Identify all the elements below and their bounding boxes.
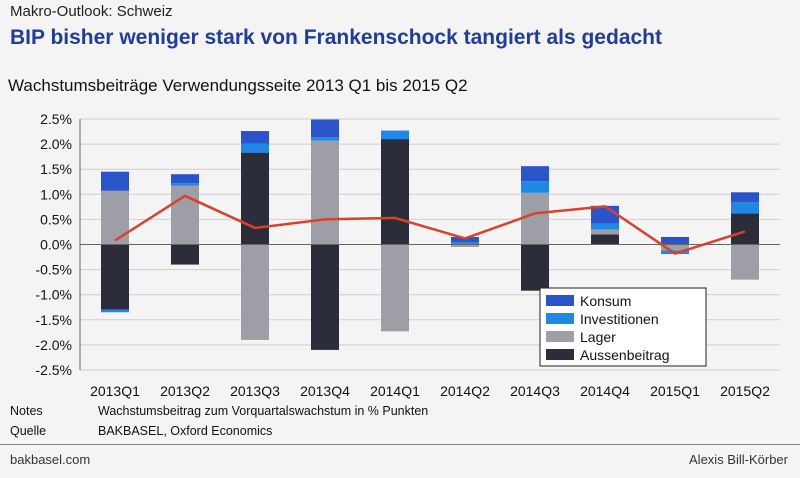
bar-segment-investitionen: [241, 143, 269, 153]
bar-segment-aussenbeitrag: [241, 152, 269, 245]
x-tick-label: 2014Q4: [580, 383, 630, 399]
bar-segment-konsum: [311, 119, 339, 138]
bar-segment-aussenbeitrag: [381, 139, 409, 245]
bar-segment-lager: [241, 244, 269, 340]
x-tick-label: 2013Q4: [300, 383, 350, 399]
y-tick-label: -1.5%: [35, 312, 72, 328]
bar-segment-investitionen: [101, 309, 129, 313]
bar-segment-lager: [591, 229, 619, 235]
chart-subtitle: Wachstumsbeiträge Verwendungsseite 2013 …: [8, 76, 468, 95]
bar-segment-konsum: [241, 131, 269, 144]
legend-label: Investitionen: [580, 311, 659, 327]
x-tick-label: 2013Q2: [160, 383, 210, 399]
bar-segment-lager: [661, 244, 689, 251]
bar-segment-aussenbeitrag: [731, 213, 759, 245]
source-text: BAKBASEL, Oxford Economics: [98, 424, 273, 438]
legend-swatch: [546, 331, 574, 342]
x-tick-label: 2014Q2: [440, 383, 490, 399]
bar-segment-investitionen: [731, 202, 759, 214]
y-tick-label: -2.5%: [35, 362, 72, 378]
y-tick-label: 2.0%: [40, 136, 72, 152]
bar-segment-lager: [521, 192, 549, 245]
legend-swatch: [546, 349, 574, 360]
footer-author: Alexis Bill-Körber: [689, 452, 788, 467]
notes-label: Notes: [10, 404, 43, 418]
headline: BIP bisher weniger stark von Frankenscho…: [10, 26, 662, 49]
footer-divider: [0, 444, 800, 445]
legend-swatch: [546, 313, 574, 324]
bar-segment-konsum: [661, 236, 689, 245]
bar-segment-lager: [731, 244, 759, 280]
bar-segment-konsum: [521, 166, 549, 182]
y-tick-label: -0.5%: [35, 262, 72, 278]
bar-segment-investitionen: [171, 183, 199, 186]
bar-segment-konsum: [171, 174, 199, 184]
y-tick-label: 0.5%: [40, 211, 72, 227]
y-tick-label: 2.5%: [40, 111, 72, 127]
notes-text: Wachstumsbeitrag zum Vorquartalswachstum…: [98, 404, 429, 418]
bar-segment-aussenbeitrag: [311, 244, 339, 350]
x-tick-label: 2013Q3: [230, 383, 280, 399]
bar-segment-lager: [101, 190, 129, 245]
bar-segment-lager: [381, 244, 409, 332]
y-tick-label: 1.5%: [40, 161, 72, 177]
y-tick-label: 1.0%: [40, 186, 72, 202]
bar-segment-aussenbeitrag: [521, 244, 549, 291]
bar-segment-aussenbeitrag: [101, 244, 129, 310]
x-tick-label: 2013Q1: [90, 383, 140, 399]
bar-segment-investitionen: [311, 137, 339, 141]
bar-segment-investitionen: [591, 223, 619, 230]
bar-segment-lager: [311, 140, 339, 245]
x-tick-label: 2015Q2: [720, 383, 770, 399]
bar-segment-investitionen: [381, 130, 409, 140]
bar-segment-investitionen: [451, 241, 479, 245]
bar-segment-lager: [451, 244, 479, 248]
bar-segment-aussenbeitrag: [171, 244, 199, 265]
bar-segment-aussenbeitrag: [591, 234, 619, 245]
legend-swatch: [546, 295, 574, 306]
legend-label: Aussenbeitrag: [580, 347, 670, 363]
x-tick-label: 2014Q1: [370, 383, 420, 399]
footer-website: bakbasel.com: [10, 452, 91, 467]
x-tick-label: 2015Q1: [650, 383, 700, 399]
source-label: Quelle: [10, 424, 47, 438]
x-tick-label: 2014Q3: [510, 383, 560, 399]
bar-segment-investitionen: [521, 181, 549, 193]
y-tick-label: 0.0%: [40, 237, 72, 253]
y-tick-label: -2.0%: [35, 337, 72, 353]
line-series: [114, 194, 746, 255]
bar-segment-konsum: [731, 192, 759, 203]
legend-label: Lager: [580, 329, 616, 345]
bar-segment-konsum: [101, 171, 129, 191]
y-tick-label: -1.0%: [35, 287, 72, 303]
kicker: Makro-Outlook: Schweiz: [10, 3, 173, 20]
legend-label: Konsum: [580, 293, 631, 309]
